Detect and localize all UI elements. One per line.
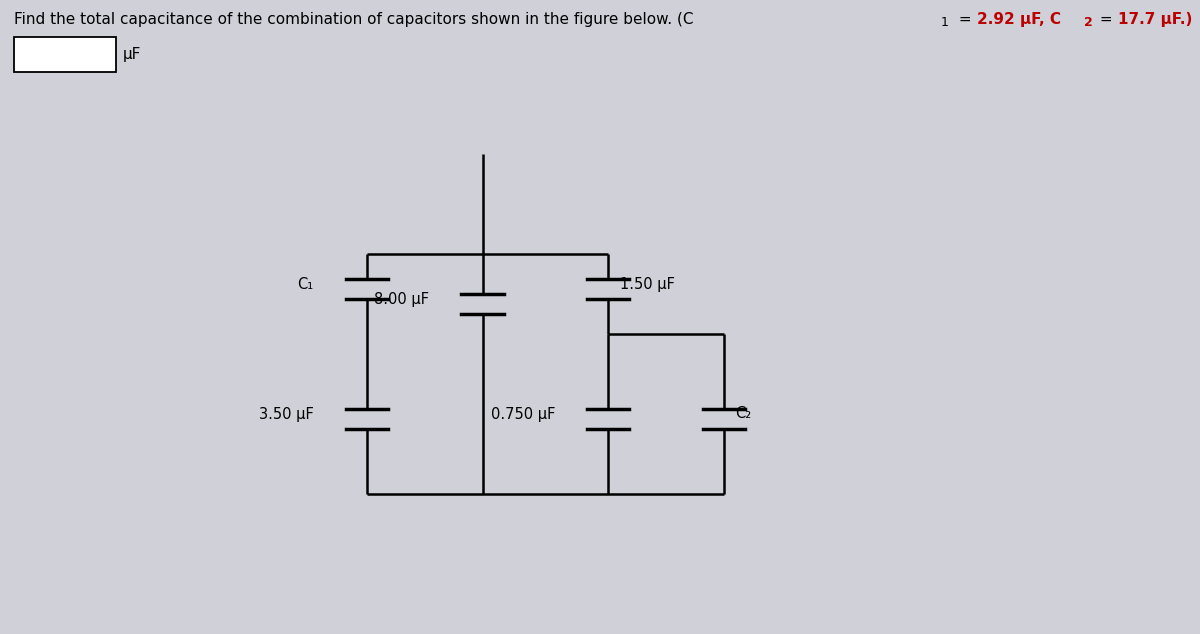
Text: 0.750 μF: 0.750 μF xyxy=(491,406,554,422)
Text: μF: μF xyxy=(122,46,140,61)
Text: 17.7 μF.): 17.7 μF.) xyxy=(1117,12,1192,27)
Text: 1.50 μF: 1.50 μF xyxy=(619,276,674,292)
Text: 2: 2 xyxy=(1084,16,1093,29)
Text: 8.00 μF: 8.00 μF xyxy=(374,292,430,306)
Text: C₁: C₁ xyxy=(298,276,313,292)
Text: =: = xyxy=(1096,12,1118,27)
Text: C₂: C₂ xyxy=(736,406,751,422)
Text: 3.50 μF: 3.50 μF xyxy=(259,406,313,422)
Text: Find the total capacitance of the combination of capacitors shown in the figure : Find the total capacitance of the combin… xyxy=(14,12,694,27)
Text: =: = xyxy=(954,12,976,27)
FancyBboxPatch shape xyxy=(14,37,116,72)
Text: 2.92 μF, C: 2.92 μF, C xyxy=(977,12,1061,27)
Text: 1: 1 xyxy=(941,16,949,29)
